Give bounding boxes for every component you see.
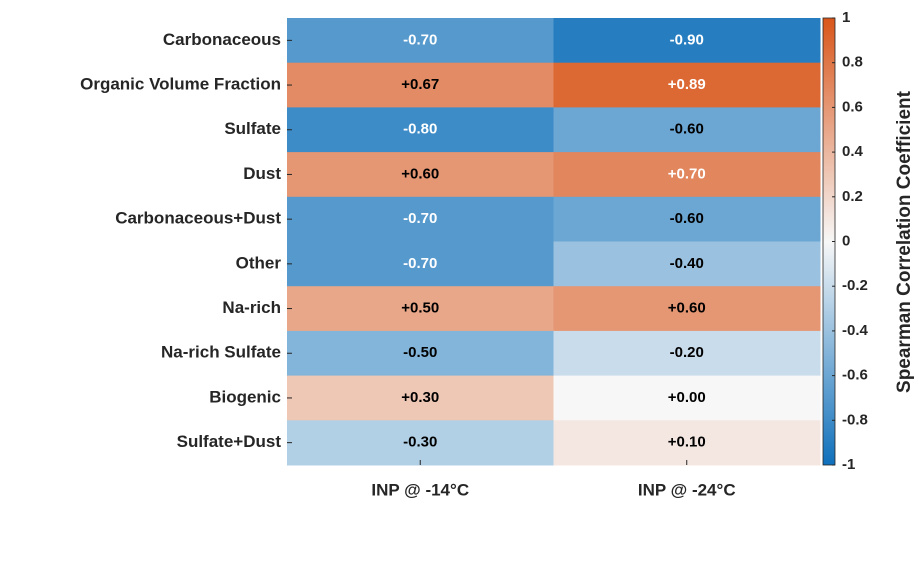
cell-label: +0.00 <box>668 389 706 406</box>
cell <box>287 107 554 153</box>
cell-label: -0.90 <box>670 31 704 48</box>
colorbar-tick-label: 0.6 <box>842 98 863 115</box>
y-tick-label: Sulfate <box>224 119 281 138</box>
cell <box>553 241 821 287</box>
cell <box>287 420 554 466</box>
cell-label: +0.70 <box>668 165 706 182</box>
x-tick-label: INP @ -24°C <box>638 480 736 499</box>
y-tick-label: Other <box>236 253 282 272</box>
cell <box>553 152 821 198</box>
cell <box>287 196 554 242</box>
cell-label: -0.60 <box>670 121 704 138</box>
y-tick-label: Dust <box>243 164 281 183</box>
y-tick-label: Biogenic <box>209 387 281 406</box>
cell <box>553 62 821 108</box>
y-tick-label: Organic Volume Fraction <box>80 75 281 94</box>
cell <box>287 152 554 198</box>
y-tick-label: Na-rich Sulfate <box>161 343 281 362</box>
cell-label: +0.67 <box>401 76 439 93</box>
colorbar-tick-label: 0 <box>842 232 850 249</box>
cell-label: -0.30 <box>403 434 437 451</box>
cell-label: +0.50 <box>401 300 439 317</box>
cell-label: -0.20 <box>670 344 704 361</box>
cell-label: +0.60 <box>401 165 439 182</box>
cell <box>553 286 821 332</box>
y-tick-label: Carbonaceous+Dust <box>115 209 281 228</box>
cell <box>287 330 554 377</box>
cell-label: +0.30 <box>401 389 439 406</box>
colorbar-tick-label: -0.4 <box>842 322 869 339</box>
cell-label: +0.10 <box>668 434 706 451</box>
cell-label: -0.70 <box>403 210 437 227</box>
cell <box>553 196 821 242</box>
colorbar-tick-label: 0.8 <box>842 54 863 71</box>
y-tick-label: Carbonaceous <box>163 30 281 49</box>
cell <box>553 107 821 153</box>
y-tick-label: Na-rich <box>222 298 281 317</box>
cell-label: -0.70 <box>403 31 437 48</box>
cell <box>553 330 821 377</box>
colorbar-tick-label: -0.8 <box>842 411 868 428</box>
colorbar-tick-label: 0.2 <box>842 188 863 205</box>
cell-label: -0.40 <box>670 255 704 272</box>
colorbar-tick-label: 1 <box>842 9 850 26</box>
cell <box>287 375 554 421</box>
cell <box>553 375 821 421</box>
cell-label: -0.60 <box>670 210 704 227</box>
cell <box>287 241 554 287</box>
cell <box>287 62 554 108</box>
cell-label: -0.50 <box>403 344 437 361</box>
colorbar-tick-label: -0.2 <box>842 277 868 294</box>
colorbar-tick-label: -1 <box>842 456 855 473</box>
colorbar-tick-label: -0.6 <box>842 367 868 384</box>
cell <box>553 18 821 64</box>
cell <box>287 286 554 332</box>
cell-label: +0.60 <box>668 300 706 317</box>
colorbar-label: Spearman Correlation Coefficient <box>894 90 915 393</box>
colorbar-tick-label: 0.4 <box>842 143 864 160</box>
cell <box>553 420 821 466</box>
cell-label: -0.70 <box>403 255 437 272</box>
cell-label: +0.89 <box>668 76 706 93</box>
y-tick-label: Sulfate+Dust <box>177 432 282 451</box>
x-tick-label: INP @ -14°C <box>371 480 469 499</box>
cell-label: -0.80 <box>403 121 437 138</box>
cell <box>287 18 554 64</box>
